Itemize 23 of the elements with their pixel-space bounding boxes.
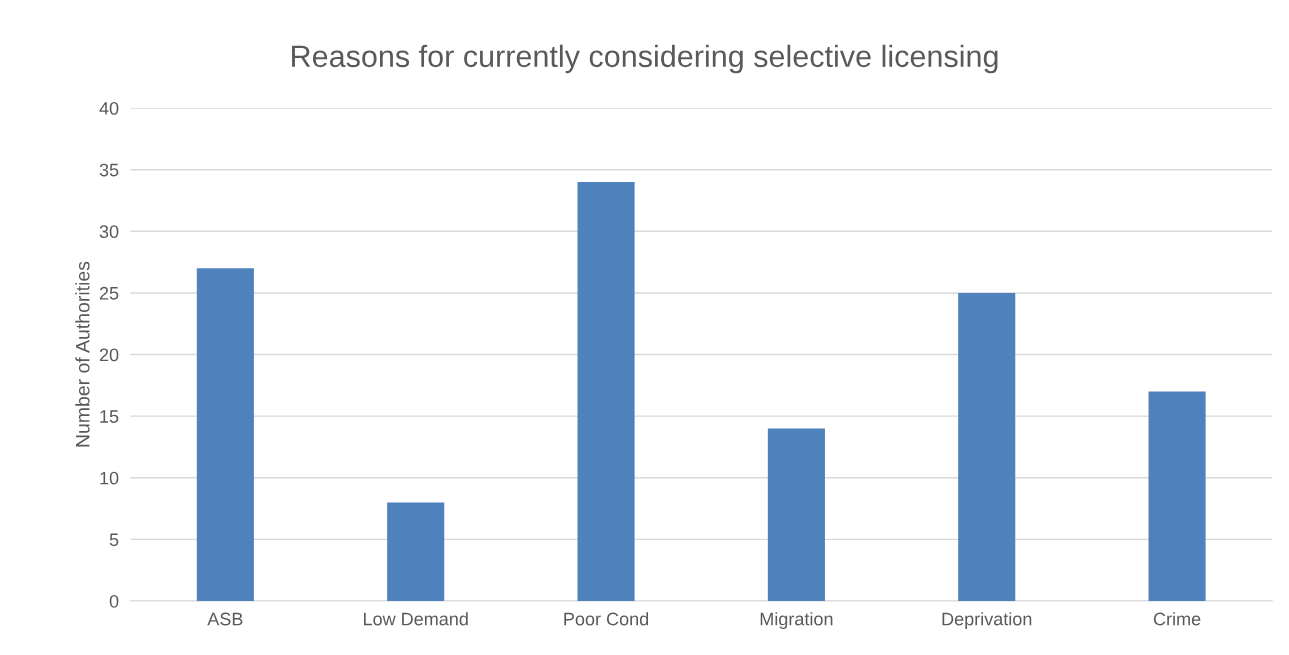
x-tick-label: ASB	[207, 612, 243, 626]
bar	[767, 428, 825, 602]
y-tick-label: 35	[99, 163, 119, 177]
x-tick-label: Deprivation	[942, 612, 1032, 629]
y-tick-label: 20	[99, 348, 119, 362]
y-tick-label: 40	[99, 102, 119, 115]
x-tick-label: Migration	[760, 612, 833, 629]
bar	[577, 182, 635, 602]
chart-title: Reasons for currently considering selective licensing	[292, 44, 998, 74]
y-axis-title: Number of Authorities	[75, 261, 90, 447]
y-tick-label: 10	[100, 471, 119, 485]
bar	[387, 502, 445, 602]
bar	[1148, 391, 1206, 602]
bar	[958, 292, 1016, 602]
y-tick-label: 15	[100, 410, 119, 423]
y-tick-label: 5	[109, 533, 119, 547]
y-tick-label: 0	[109, 594, 119, 608]
y-tick-label: 25	[99, 286, 119, 300]
x-tick-label: Crime	[1153, 612, 1201, 626]
x-tick-label: Poor Cond	[564, 612, 649, 626]
bar	[196, 268, 254, 602]
y-tick-label: 30	[99, 225, 119, 239]
x-tick-label: Low Demand	[363, 612, 468, 626]
